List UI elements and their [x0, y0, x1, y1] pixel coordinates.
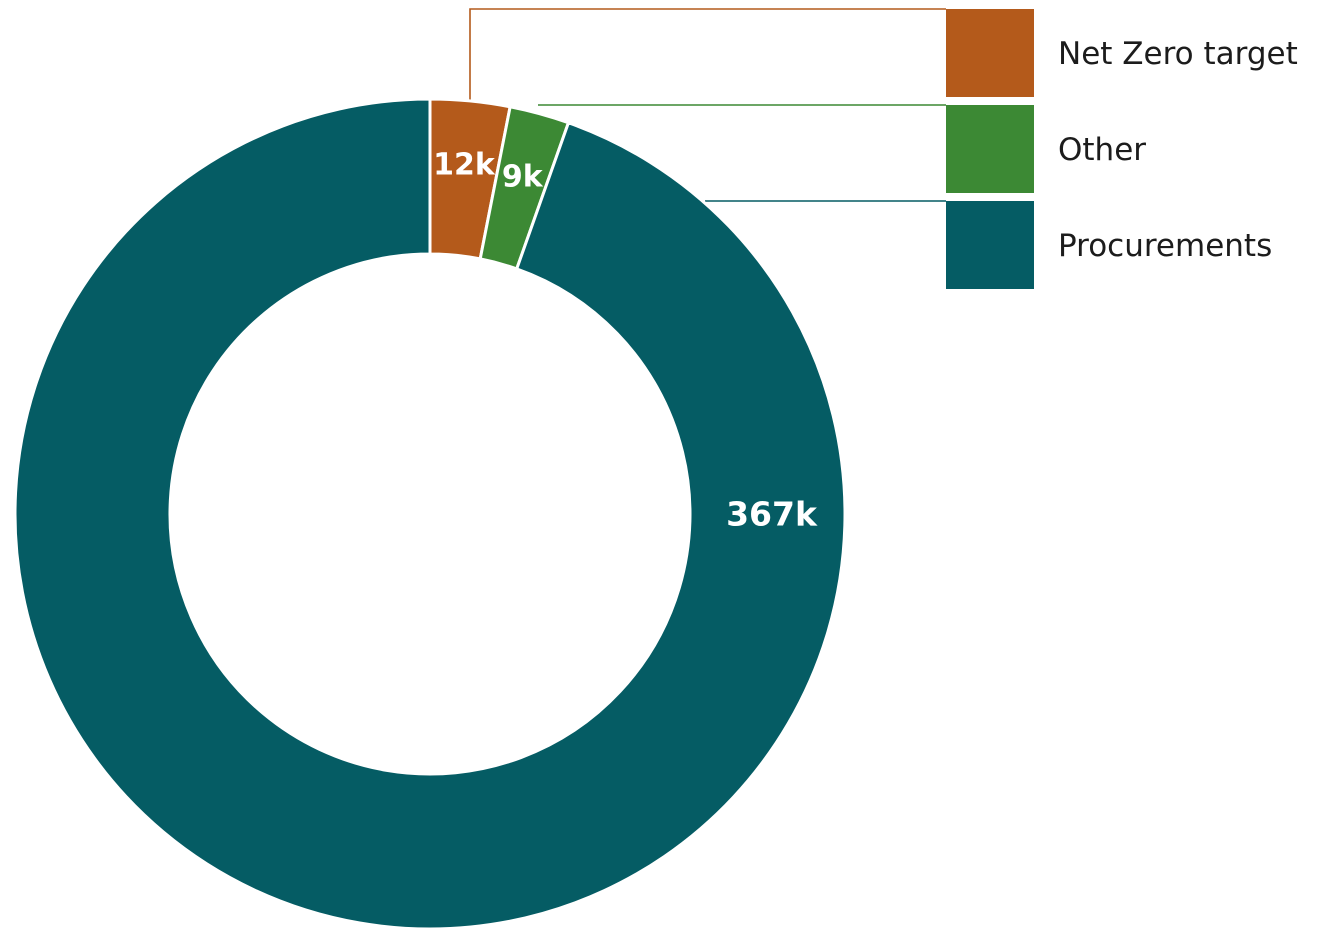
- legend-swatch-other: [946, 105, 1034, 193]
- legend-swatch-procurements: [946, 201, 1034, 289]
- connector-line-net-zero-target: [469, 8, 946, 101]
- slice-data-labels: 12k 9k 367k: [433, 148, 818, 534]
- data-label-procurements: 367k: [726, 495, 818, 534]
- data-label-net-zero-target: 12k: [433, 148, 496, 183]
- donut-slices: [13, 97, 847, 929]
- slice-procurements: [13, 97, 847, 929]
- legend-label-other: Other: [1058, 132, 1146, 168]
- legend-connector-lines: [469, 8, 946, 202]
- legend: Net Zero target Other Procurements: [946, 9, 1298, 289]
- data-label-other: 9k: [502, 159, 544, 194]
- legend-label-procurements: Procurements: [1058, 228, 1272, 264]
- legend-label-net-zero-target: Net Zero target: [1058, 36, 1298, 72]
- legend-swatch-net-zero-target: [946, 9, 1034, 97]
